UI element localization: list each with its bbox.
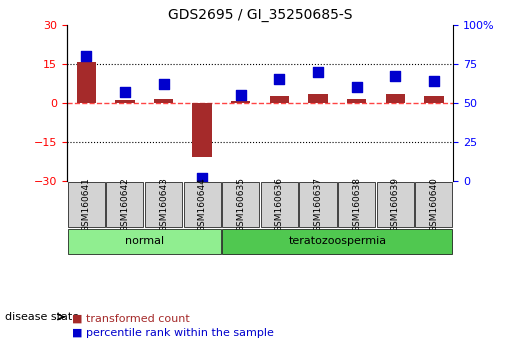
- FancyBboxPatch shape: [376, 182, 414, 227]
- FancyBboxPatch shape: [338, 182, 375, 227]
- FancyBboxPatch shape: [222, 182, 259, 227]
- Text: GSM160639: GSM160639: [391, 177, 400, 232]
- Point: [275, 76, 283, 82]
- FancyBboxPatch shape: [222, 229, 452, 253]
- Bar: [424, 96, 443, 103]
- Bar: [347, 99, 366, 103]
- Text: ■ percentile rank within the sample: ■ percentile rank within the sample: [72, 328, 274, 338]
- Text: ■ transformed count: ■ transformed count: [72, 314, 190, 324]
- Point: [236, 92, 245, 98]
- Text: normal: normal: [125, 236, 164, 246]
- FancyBboxPatch shape: [415, 182, 452, 227]
- Point: [198, 175, 206, 181]
- Point: [121, 89, 129, 95]
- Text: teratozoospermia: teratozoospermia: [288, 236, 386, 246]
- Text: GSM160644: GSM160644: [198, 177, 207, 232]
- Text: GSM160636: GSM160636: [275, 177, 284, 232]
- Title: GDS2695 / GI_35250685-S: GDS2695 / GI_35250685-S: [168, 8, 352, 22]
- Bar: [308, 94, 328, 103]
- Text: GSM160641: GSM160641: [82, 177, 91, 232]
- Point: [314, 69, 322, 74]
- Point: [82, 53, 91, 59]
- Bar: [77, 62, 96, 103]
- FancyBboxPatch shape: [261, 182, 298, 227]
- Text: GSM160642: GSM160642: [121, 177, 129, 232]
- FancyBboxPatch shape: [106, 182, 143, 227]
- FancyBboxPatch shape: [145, 182, 182, 227]
- FancyBboxPatch shape: [67, 229, 220, 253]
- Bar: [154, 99, 173, 103]
- Bar: [270, 96, 289, 103]
- Bar: [115, 100, 134, 103]
- Point: [159, 81, 167, 87]
- FancyBboxPatch shape: [299, 182, 337, 227]
- Text: GSM160643: GSM160643: [159, 177, 168, 232]
- Bar: [193, 103, 212, 158]
- Point: [352, 84, 360, 90]
- FancyBboxPatch shape: [67, 182, 105, 227]
- Text: GSM160635: GSM160635: [236, 177, 245, 232]
- FancyBboxPatch shape: [183, 182, 220, 227]
- Text: GSM160640: GSM160640: [430, 177, 438, 232]
- Point: [430, 78, 438, 84]
- Text: GSM160637: GSM160637: [314, 177, 322, 232]
- Point: [391, 73, 400, 79]
- Bar: [386, 94, 405, 103]
- Text: disease state: disease state: [5, 312, 79, 322]
- Bar: [231, 102, 250, 103]
- Text: GSM160638: GSM160638: [352, 177, 361, 232]
